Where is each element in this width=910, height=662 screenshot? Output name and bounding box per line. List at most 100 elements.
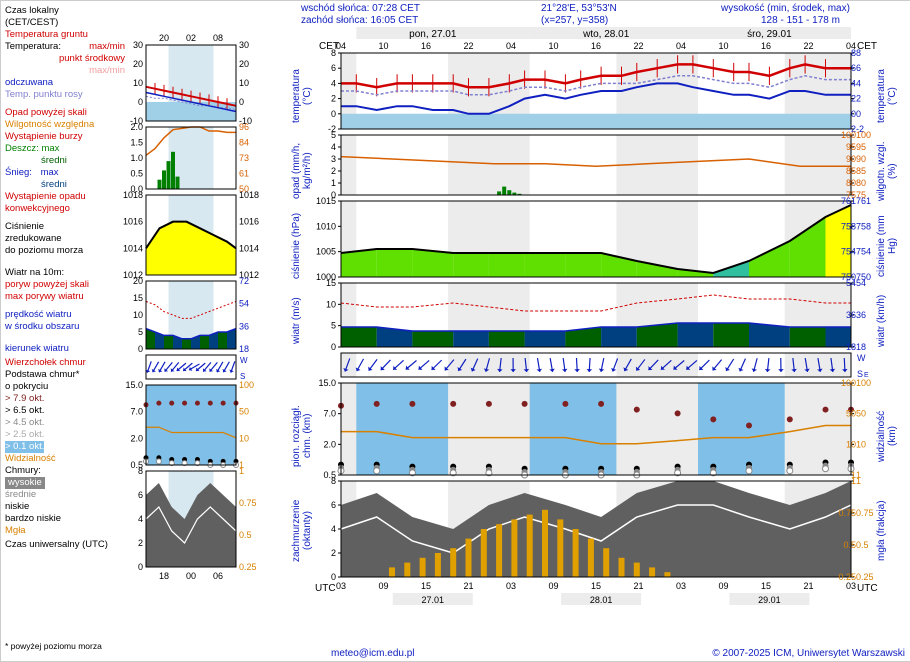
svg-text:04: 04 xyxy=(336,41,346,51)
svg-text:2.0: 2.0 xyxy=(323,439,336,449)
svg-text:2: 2 xyxy=(856,94,861,104)
svg-text:8: 8 xyxy=(856,48,861,58)
svg-text:15.0: 15.0 xyxy=(318,378,336,388)
svg-text:50: 50 xyxy=(856,409,866,419)
svg-text:4: 4 xyxy=(331,142,336,152)
svg-text:36: 36 xyxy=(846,310,856,320)
svg-text:20: 20 xyxy=(239,59,249,69)
ylabel-hum-r: wilgotn. wzgl. (%) xyxy=(876,141,898,201)
svg-text:10: 10 xyxy=(239,78,249,88)
svg-text:0.75: 0.75 xyxy=(239,498,257,508)
ylabel-press-r: ciśnienie (mm Hg) xyxy=(876,211,898,281)
svg-text:10: 10 xyxy=(548,41,558,51)
svg-text:0.5: 0.5 xyxy=(856,540,869,550)
svg-text:754: 754 xyxy=(856,247,871,257)
svg-text:10: 10 xyxy=(239,433,249,443)
svg-text:54: 54 xyxy=(856,278,866,288)
svg-text:1015: 1015 xyxy=(316,196,336,206)
svg-text:30: 30 xyxy=(133,40,143,50)
svg-text:5: 5 xyxy=(331,321,336,331)
svg-text:03: 03 xyxy=(676,581,686,591)
svg-text:18: 18 xyxy=(239,344,249,354)
svg-text:śro, 29.01: śro, 29.01 xyxy=(747,29,792,40)
svg-text:03: 03 xyxy=(336,581,346,591)
svg-text:22: 22 xyxy=(463,41,473,51)
svg-text:100: 100 xyxy=(856,378,871,388)
footer-email[interactable]: meteo@icm.edu.pl xyxy=(331,648,415,659)
svg-text:4: 4 xyxy=(331,524,336,534)
svg-text:80: 80 xyxy=(856,178,866,188)
svg-text:100: 100 xyxy=(841,130,856,140)
svg-text:4: 4 xyxy=(856,78,861,88)
svg-text:84: 84 xyxy=(239,138,249,148)
svg-text:30: 30 xyxy=(239,40,249,50)
svg-text:0.75: 0.75 xyxy=(856,508,874,518)
svg-text:0.25: 0.25 xyxy=(239,562,257,572)
svg-text:2: 2 xyxy=(331,94,336,104)
svg-text:04: 04 xyxy=(676,41,686,51)
ylabel-fog-r: mgła (frakcja) xyxy=(876,491,887,571)
svg-text:61: 61 xyxy=(239,169,249,179)
svg-text:08: 08 xyxy=(213,33,223,43)
svg-text:15: 15 xyxy=(591,581,601,591)
svg-text:85: 85 xyxy=(856,166,866,176)
svg-text:02: 02 xyxy=(186,33,196,43)
ylabel-cloud: pion. rozciągł. chm. (km) xyxy=(291,401,313,471)
svg-text:28.01: 28.01 xyxy=(590,595,613,605)
svg-text:2.0: 2.0 xyxy=(130,122,143,132)
svg-text:80: 80 xyxy=(846,178,856,188)
svg-text:3: 3 xyxy=(331,154,336,164)
svg-text:27.01: 27.01 xyxy=(422,595,445,605)
svg-text:5: 5 xyxy=(331,130,336,140)
svg-text:100: 100 xyxy=(856,130,871,140)
svg-text:1.0: 1.0 xyxy=(130,153,143,163)
svg-text:95: 95 xyxy=(856,142,866,152)
svg-text:0.25: 0.25 xyxy=(856,572,874,582)
svg-text:1: 1 xyxy=(856,476,861,486)
svg-text:95: 95 xyxy=(846,142,856,152)
svg-text:1018: 1018 xyxy=(123,190,143,200)
svg-text:20: 20 xyxy=(133,276,143,286)
ylabel-vis-r: widzialność (km) xyxy=(876,401,898,471)
svg-text:758: 758 xyxy=(856,221,871,231)
svg-text:pon, 27.01: pon, 27.01 xyxy=(409,29,457,40)
svg-text:2: 2 xyxy=(138,538,143,548)
svg-text:1014: 1014 xyxy=(239,243,259,253)
svg-text:6: 6 xyxy=(331,63,336,73)
svg-text:8: 8 xyxy=(331,48,336,58)
footer-copy: © 2007-2025 ICM, Uniwersytet Warszawski xyxy=(712,648,905,659)
svg-text:04: 04 xyxy=(506,41,516,51)
svg-text:22: 22 xyxy=(803,41,813,51)
ylabel-temp: temperatura (°C) xyxy=(291,61,313,131)
svg-text:0: 0 xyxy=(138,97,143,107)
svg-text:54: 54 xyxy=(846,278,856,288)
svg-text:10: 10 xyxy=(856,439,866,449)
svg-text:2: 2 xyxy=(331,166,336,176)
svg-text:96: 96 xyxy=(239,122,249,132)
svg-text:8: 8 xyxy=(331,476,336,486)
svg-text:18: 18 xyxy=(856,342,866,352)
svg-text:6: 6 xyxy=(856,63,861,73)
svg-text:29.01: 29.01 xyxy=(758,595,781,605)
svg-text:20: 20 xyxy=(159,33,169,43)
svg-text:10: 10 xyxy=(378,41,388,51)
svg-text:73: 73 xyxy=(239,153,249,163)
svg-text:03: 03 xyxy=(506,581,516,591)
svg-text:W: W xyxy=(857,353,866,363)
svg-text:0: 0 xyxy=(331,109,336,119)
svg-text:6: 6 xyxy=(138,490,143,500)
svg-text:90: 90 xyxy=(846,154,856,164)
ylabel-precip: opad (mm/h, kg/m²/h) xyxy=(291,141,313,201)
svg-text:0.5: 0.5 xyxy=(843,540,856,550)
svg-text:1016: 1016 xyxy=(123,217,143,227)
svg-text:16: 16 xyxy=(421,41,431,51)
svg-text:15: 15 xyxy=(761,581,771,591)
ylabel-temp-r: temperatura (°C) xyxy=(876,61,898,131)
chart-canvas: CETCETpon, 27.01wto, 28.01śro, 29.010410… xyxy=(1,1,910,661)
svg-text:6: 6 xyxy=(331,500,336,510)
svg-text:1005: 1005 xyxy=(316,247,336,257)
svg-text:10: 10 xyxy=(326,299,336,309)
svg-text:15.0: 15.0 xyxy=(125,380,143,390)
svg-text:18: 18 xyxy=(159,571,169,581)
svg-text:wto, 28.01: wto, 28.01 xyxy=(582,29,630,40)
